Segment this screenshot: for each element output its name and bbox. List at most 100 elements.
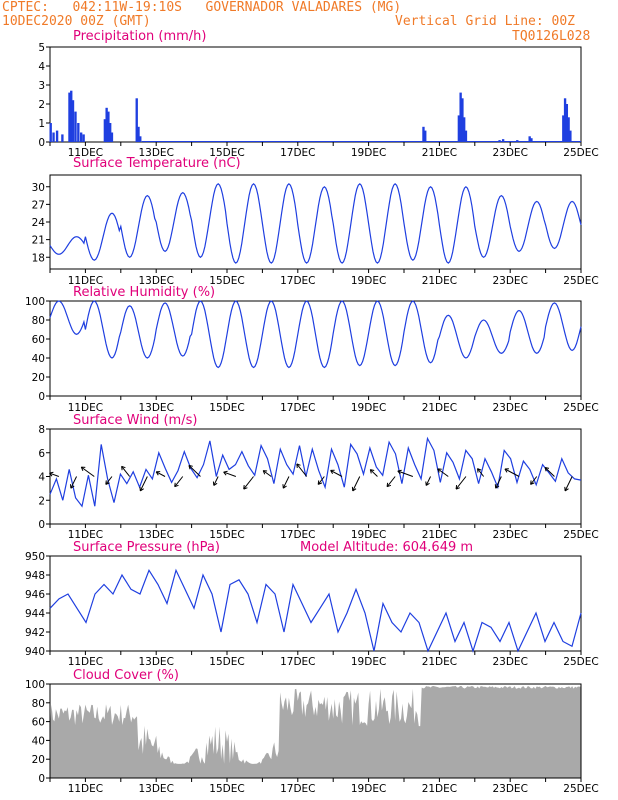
wind-vector	[188, 465, 201, 477]
x-tick-label: 13DEC	[138, 147, 173, 159]
y-tick-label: 6	[38, 448, 45, 460]
precip-bar	[105, 107, 108, 142]
precip-bar	[82, 134, 85, 142]
wind-vector	[105, 476, 113, 485]
x-tick-label: 25DEC	[563, 402, 598, 414]
panel-frame	[49, 555, 582, 652]
wind-vector-head	[105, 480, 110, 485]
precip-bar	[563, 98, 567, 142]
wind-vector	[386, 476, 396, 488]
y-tick-label: 0	[38, 519, 45, 531]
wind-vector-head	[139, 486, 144, 492]
station-title: CPTEC: 042:11W-19:10S GOVERNADOR VALADAR…	[2, 0, 402, 15]
wind-vector	[495, 476, 502, 489]
x-tick-label: 21DEC	[422, 147, 457, 159]
wind-vector-head	[437, 468, 442, 473]
x-tick-label: 21DEC	[422, 783, 457, 795]
wind-vector	[530, 476, 538, 485]
panel-title: Precipitation (mm/h)	[73, 29, 206, 44]
panel-5: 0 20 40 60 80 100 11DEC 13DEC 15DEC 17DEC 19DEC 21D…	[25, 668, 599, 795]
x-tick-label: 25DEC	[563, 529, 598, 541]
wind-vector-head	[544, 467, 550, 472]
y-tick-label: 0	[38, 391, 45, 403]
wind-vector-head	[70, 484, 75, 489]
precip-bar	[77, 123, 80, 142]
wind-vector	[369, 469, 378, 477]
precip-bar	[567, 117, 570, 142]
x-tick-label: 17DEC	[280, 656, 315, 668]
x-tick-label: 17DEC	[280, 147, 315, 159]
y-tick-label: 948	[25, 570, 45, 582]
x-tick-label: 19DEC	[351, 783, 386, 795]
precip-bar	[463, 117, 466, 142]
x-tick-label: 23DEC	[492, 147, 527, 159]
precip-bar	[61, 134, 64, 142]
x-tick-label: 21DEC	[422, 275, 457, 287]
wind-vector-head	[174, 482, 179, 488]
wind-vector-head	[121, 465, 126, 471]
y-tick-label: 20	[32, 754, 45, 766]
x-tick-label: 19DEC	[351, 147, 386, 159]
x-tick-label: 17DEC	[280, 275, 315, 287]
wind-vector	[213, 476, 219, 486]
wind-vector	[262, 470, 272, 477]
y-tick-label: 4	[38, 472, 45, 484]
wind-speed-line	[49, 436, 582, 508]
y-tick-label: 27	[32, 199, 45, 211]
precip-bar	[55, 130, 59, 142]
panel-title: Surface Wind (m/s)	[73, 413, 197, 428]
panel-title: Cloud Cover (%)	[73, 668, 179, 683]
wind-vector-head	[494, 484, 500, 489]
y-tick-label: 21	[32, 235, 45, 247]
y-tick-label: 100	[25, 296, 45, 308]
y-tick-label: 950	[25, 551, 45, 563]
y-tick-label: 80	[32, 315, 45, 327]
wind-vector	[564, 476, 573, 492]
precip-bar	[68, 92, 71, 142]
x-tick-label: 19DEC	[351, 275, 386, 287]
precip-bar	[74, 111, 77, 142]
y-tick-label: 940	[25, 646, 45, 658]
wind-vector-head	[330, 469, 335, 475]
panel-title: Surface Pressure (hPa)	[73, 540, 220, 555]
y-tick-label: 2	[38, 495, 45, 507]
wind-vector	[296, 463, 308, 477]
precip-bar	[70, 90, 73, 142]
x-tick-label: 21DEC	[422, 402, 457, 414]
x-tick-label: 11DEC	[68, 656, 103, 668]
wind-vector-head	[425, 481, 430, 486]
y-tick-label: 5	[38, 42, 45, 54]
pressure-line	[49, 568, 582, 653]
precip-bar	[459, 92, 462, 142]
precip-bar	[110, 132, 114, 142]
wind-vector-head	[397, 469, 402, 475]
y-tick-label: 24	[32, 217, 46, 229]
wind-vector-head	[223, 470, 228, 476]
wind-vector-head	[80, 466, 86, 471]
panel-3: 0 2 4 6 8 11DEC 13DEC 15DEC 17DEC 19DEC 21DEC 23DEC…	[38, 413, 598, 541]
x-tick-label: 21DEC	[422, 656, 457, 668]
x-tick-label: 11DEC	[68, 147, 103, 159]
y-tick-label: 0	[38, 137, 45, 149]
x-tick-label: 25DEC	[563, 147, 598, 159]
x-tick-label: 21DEC	[422, 529, 457, 541]
wind-vector-head	[155, 471, 161, 476]
x-tick-label: 11DEC	[68, 402, 103, 414]
panel-frame-top	[49, 683, 582, 779]
x-tick-label: 23DEC	[492, 656, 527, 668]
x-tick-label: 17DEC	[280, 402, 315, 414]
precip-bar	[565, 104, 569, 142]
x-tick-label: 23DEC	[492, 402, 527, 414]
wind-vector-head	[188, 464, 193, 470]
wind-vector	[544, 467, 555, 477]
x-tick-label: 15DEC	[209, 529, 244, 541]
precip-bar	[528, 136, 531, 142]
y-tick-label: 60	[32, 334, 45, 346]
x-tick-label: 23DEC	[492, 529, 527, 541]
y-tick-label: 946	[25, 589, 45, 601]
precip-bar	[461, 98, 464, 142]
y-tick-label: 942	[25, 627, 45, 639]
y-tick-label: 18	[32, 252, 45, 264]
precip-bar	[422, 126, 425, 142]
